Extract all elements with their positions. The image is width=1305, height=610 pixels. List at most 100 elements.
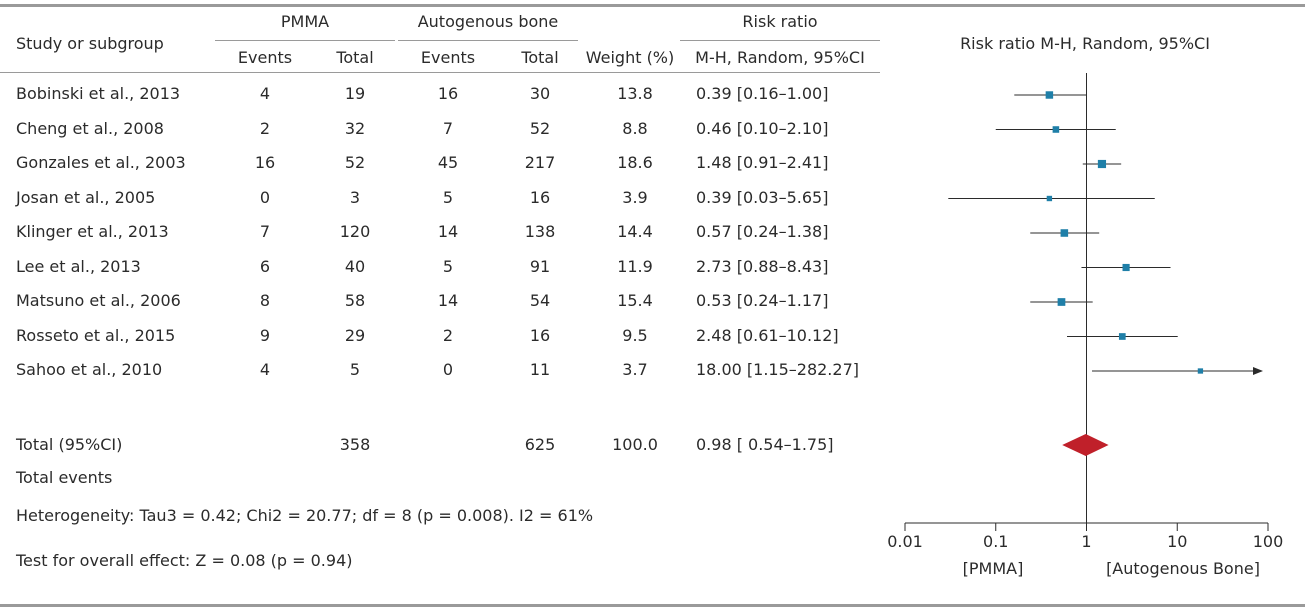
total-autogenous: 138 xyxy=(524,222,556,241)
events-header-1: Events xyxy=(237,48,293,67)
heterogeneity-text: Heterogeneity: Tau3 = 0.42; Chi2 = 20.77… xyxy=(16,506,594,525)
total-autogenous: 52 xyxy=(529,118,551,138)
study-name: Bobinski et al., 2013 xyxy=(16,84,181,103)
events-pmma: 7 xyxy=(259,222,271,241)
autogenous-group-header: Autogenous bone xyxy=(417,12,559,31)
total-label: Total (95%CI) xyxy=(16,435,123,454)
total-header-1: Total xyxy=(336,48,374,67)
effect-marker xyxy=(1052,126,1060,133)
total-pmma: 19 xyxy=(344,84,366,103)
x-tick-label: 0.1 xyxy=(983,532,1008,551)
overall-effect-text: Test for overall effect: Z = 0.08 (p = 0… xyxy=(16,551,353,570)
events-pmma: 8 xyxy=(259,291,271,310)
x-tick-label: 100 xyxy=(1253,532,1284,551)
weight-header: Weight (%) xyxy=(585,48,675,67)
total-pmma: 32 xyxy=(344,118,366,138)
x-tick-label: 10 xyxy=(1167,532,1187,551)
events-pmma: 16 xyxy=(254,153,276,172)
risk-ratio-ci: 2.48 [0.61–10.12] xyxy=(696,325,839,345)
total-autogenous: 217 xyxy=(524,153,556,172)
weight-value: 8.8 xyxy=(622,118,648,138)
study-name: Cheng et al., 2008 xyxy=(16,118,164,138)
weight-value: 13.8 xyxy=(617,84,653,103)
study-name: Sahoo et al., 2010 xyxy=(16,360,163,379)
total-weight: 100.0 xyxy=(612,435,658,454)
total-autogenous: 30 xyxy=(529,84,551,103)
favours-right-label: [Autogenous Bone] xyxy=(1106,559,1260,578)
total-pmma: 120 xyxy=(339,222,371,241)
risk-ratio-ci: 18.00 [1.15–282.27] xyxy=(696,360,859,379)
weight-value: 15.4 xyxy=(617,291,653,310)
events-autogenous: 14 xyxy=(437,222,459,241)
total-pmma: 5 xyxy=(349,360,361,379)
total-autogenous: 16 xyxy=(529,325,551,345)
events-autogenous: 16 xyxy=(437,84,459,103)
total-pmma: 29 xyxy=(344,325,366,345)
group2-underline xyxy=(398,40,578,41)
total-pmma: 52 xyxy=(344,153,366,172)
total-autogenous: 91 xyxy=(529,256,551,276)
study-name: Rosseto et al., 2015 xyxy=(16,325,176,345)
favours-left-label: [PMMA] xyxy=(963,559,1024,578)
effect-marker xyxy=(1097,159,1107,169)
total-autogenous: 16 xyxy=(529,187,551,207)
study-name: Josan et al., 2005 xyxy=(16,187,156,207)
events-pmma: 2 xyxy=(259,118,271,138)
effect-marker xyxy=(1197,368,1204,374)
events-pmma: 0 xyxy=(259,187,271,207)
x-tick-label: 1 xyxy=(1081,532,1091,551)
total-pmma: 58 xyxy=(344,291,366,310)
events-autogenous: 14 xyxy=(437,291,459,310)
study-name: Lee et al., 2013 xyxy=(16,256,141,276)
total-autogenous: 54 xyxy=(529,291,551,310)
total-ci: 0.98 [ 0.54–1.75] xyxy=(696,435,834,454)
pmma-group-header: PMMA xyxy=(280,12,330,31)
study-column-header: Study or subgroup xyxy=(16,34,164,53)
top-rule xyxy=(0,4,1305,7)
events-autogenous: 45 xyxy=(437,153,459,172)
pooled-diamond xyxy=(1062,434,1109,456)
weight-value: 3.7 xyxy=(622,360,648,379)
bottom-rule xyxy=(0,604,1305,607)
effect-marker xyxy=(1046,195,1053,202)
weight-value: 11.9 xyxy=(617,256,653,276)
effect-marker xyxy=(1118,333,1126,340)
risk-ratio-ci: 0.57 [0.24–1.38] xyxy=(696,222,829,241)
events-pmma: 6 xyxy=(259,256,271,276)
weight-value: 14.4 xyxy=(617,222,653,241)
events-autogenous: 2 xyxy=(442,325,454,345)
risk-ratio-ci: 0.39 [0.16–1.00] xyxy=(696,84,829,103)
events-autogenous: 7 xyxy=(442,118,454,138)
weight-value: 9.5 xyxy=(622,325,648,345)
events-pmma: 9 xyxy=(259,325,271,345)
risk-ratio-ci: 2.73 [0.88–8.43] xyxy=(696,256,829,276)
risk-ratio-ci: 0.46 [0.10–2.10] xyxy=(696,118,829,138)
weight-value: 18.6 xyxy=(617,153,653,172)
study-name: Matsuno et al., 2006 xyxy=(16,291,181,310)
plot-title: Risk ratio M-H, Random, 95%CI xyxy=(960,34,1210,53)
total-pmma: 40 xyxy=(344,256,366,276)
effect-marker xyxy=(1060,229,1069,237)
effect-marker xyxy=(1057,298,1066,306)
total-autogenous: 11 xyxy=(529,360,551,379)
study-name: Gonzales et al., 2003 xyxy=(16,153,186,172)
risk-ratio-ci: 1.48 [0.91–2.41] xyxy=(696,153,829,172)
events-pmma: 4 xyxy=(259,360,271,379)
total-events-label: Total events xyxy=(16,468,113,487)
rr-underline xyxy=(680,40,880,41)
total-n1: 358 xyxy=(339,435,371,454)
risk-ratio-header: Risk ratio xyxy=(742,12,818,31)
risk-ratio-ci: 0.39 [0.03–5.65] xyxy=(696,187,829,207)
method-header: M-H, Random, 95%CI xyxy=(695,48,865,67)
x-tick-label: 0.01 xyxy=(887,532,923,551)
weight-value: 3.9 xyxy=(622,187,648,207)
total-n2: 625 xyxy=(524,435,556,454)
risk-ratio-ci: 0.53 [0.24–1.17] xyxy=(696,291,829,310)
events-autogenous: 5 xyxy=(442,256,454,276)
events-autogenous: 0 xyxy=(442,360,454,379)
effect-marker xyxy=(1122,263,1130,272)
group1-underline xyxy=(215,40,395,41)
header-rule xyxy=(0,72,880,73)
effect-marker xyxy=(1045,91,1054,99)
